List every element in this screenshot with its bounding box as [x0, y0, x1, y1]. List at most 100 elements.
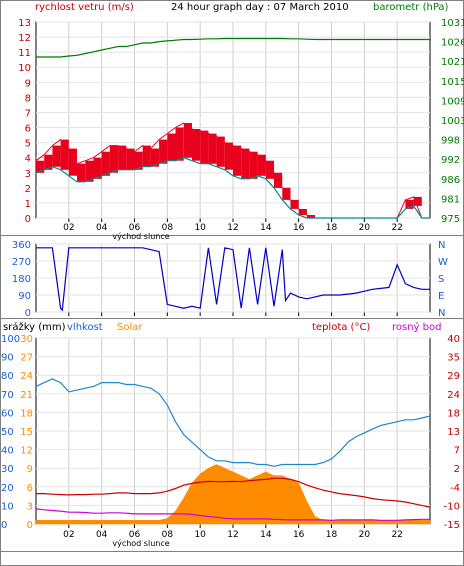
wind-gust-bar	[208, 133, 217, 164]
wind-ytick-label: 9	[25, 78, 31, 89]
humidity-ytick-label: 90	[1, 353, 14, 364]
humidity-xtick-label: 08	[162, 530, 174, 540]
wind-xtick-label: 02	[63, 223, 74, 233]
temperature-ytick-label: 7	[454, 446, 460, 457]
pressure-ytick-label: 1021	[441, 57, 464, 68]
temperature-ytick-label: -10	[444, 501, 460, 512]
wind-xtick-label: 16	[293, 223, 305, 233]
temperature-ytick-label: 40	[447, 334, 460, 345]
wind-ytick-label: 2	[25, 184, 31, 195]
pressure-ytick-label: 1009	[441, 96, 464, 107]
wind-gust-bar	[150, 148, 160, 167]
pressure-ytick-label: 1031	[441, 18, 464, 29]
pressure-ytick-label: 998	[441, 136, 460, 147]
humidity-ytick-label: 50	[1, 427, 14, 438]
wind-gust-bar	[159, 139, 168, 164]
direction-ytick-label: 360	[12, 240, 31, 251]
wind-gust-bar	[118, 145, 127, 170]
rain-ytick-label: 24	[20, 371, 33, 382]
wind-gust-bar	[109, 145, 119, 173]
wind-xtick-label: 10	[194, 223, 206, 233]
rain-ytick-label: 30	[20, 334, 33, 345]
wind-gust-bar	[85, 160, 94, 182]
wind-gust-bar	[93, 157, 102, 179]
humidity-xtick-label: 14	[260, 530, 272, 540]
wind-gust-bar	[126, 148, 135, 170]
humidity-xtick-label: 04	[96, 530, 108, 540]
humidity-xtick-label: 02	[63, 530, 74, 540]
humidity-xtick-label: 20	[359, 530, 371, 540]
humidity-xtick-label: 10	[194, 530, 206, 540]
humidity-ytick-label: 80	[1, 371, 14, 382]
rain-ytick-label: 15	[20, 427, 33, 438]
wind-gust-bar	[167, 133, 176, 161]
humidity-ytick-label: 40	[1, 446, 14, 457]
wind-ytick-label: 12	[18, 33, 31, 44]
rain-ytick-label: 3	[27, 501, 33, 512]
temperature-ytick-label: 2	[454, 464, 460, 475]
pressure-ytick-label: 986	[441, 175, 460, 186]
temperature-ytick-label: 29	[447, 371, 460, 382]
wind-xtick-label: 20	[359, 223, 371, 233]
humidity-legend-label: vlhkost	[67, 322, 103, 333]
wind-gust-bar	[36, 160, 45, 173]
humidity-ytick-label: 20	[1, 483, 14, 494]
pressure-ytick-label: 975	[441, 214, 460, 225]
direction-line	[36, 247, 430, 312]
pressure-line	[36, 37, 430, 58]
wind-gust-bar	[192, 129, 201, 161]
temperature-ytick-label: 24	[447, 390, 460, 401]
dewpoint-line	[35, 508, 430, 521]
sunrise-label-top: východ slunce	[112, 232, 169, 241]
wind-xtick-label: 08	[162, 223, 174, 233]
wind-gust-bar	[77, 163, 86, 182]
direction-compass-label: S	[438, 274, 444, 285]
direction-ytick-label: 270	[12, 257, 31, 268]
wind-gust-bar	[200, 130, 209, 164]
humidity-ytick-label: 30	[1, 464, 14, 475]
wind-gust-bar	[60, 139, 69, 170]
wind-gust-bar	[241, 148, 250, 179]
wind-ytick-label: 0	[25, 214, 31, 225]
wind-gust-bar	[44, 154, 53, 170]
temperature-line	[36, 477, 431, 508]
graph-title: 24 hour graph day : 07 March 2010	[171, 2, 349, 13]
sunrise-label-bottom: východ slunce	[112, 539, 169, 548]
wind-ytick-label: 6	[25, 124, 31, 135]
humidity-ytick-label: 0	[1, 520, 7, 531]
wind-ytick-label: 3	[25, 169, 31, 180]
pressure-ytick-label: 1003	[441, 116, 464, 127]
wind-gust-bar	[101, 151, 110, 176]
wind-xtick-label: 18	[326, 223, 338, 233]
wind-xtick-label: 22	[391, 223, 402, 233]
temperature-ytick-label: 18	[447, 408, 460, 419]
pressure-ytick-label: 981	[441, 194, 460, 205]
dewpoint-legend-label: rosný bod	[392, 321, 441, 333]
rain-ytick-label: 27	[20, 353, 33, 364]
humidity-xtick-label: 16	[293, 530, 305, 540]
wind-gust-bar	[249, 151, 258, 179]
wind-gust-bar	[134, 151, 143, 170]
wind-gust-bar	[52, 145, 61, 167]
rain-axis-label: srážky (mm)	[3, 321, 66, 333]
wind-gust-bar	[142, 145, 151, 167]
wind-ytick-label: 1	[25, 199, 31, 210]
temperature-ytick-label: 13	[447, 427, 460, 438]
wind-xtick-label: 04	[96, 223, 108, 233]
direction-compass-label: N	[438, 240, 445, 251]
wind-xtick-label: 14	[260, 223, 272, 233]
wind-gust-bar	[405, 199, 414, 209]
humidity-ytick-label: 10	[1, 501, 14, 512]
humidity-ytick-label: 70	[1, 390, 14, 401]
temperature-ytick-label: -15	[444, 520, 460, 531]
wind-gust-bar	[175, 127, 184, 161]
wind-gust-bar	[413, 196, 422, 206]
wind-gust-bar	[68, 148, 77, 176]
rain-ytick-label: 21	[20, 390, 33, 401]
wind-ytick-label: 10	[18, 63, 31, 74]
right-axis-label-pressure: barometr (hPa)	[373, 2, 449, 13]
direction-compass-label: W	[438, 257, 448, 268]
